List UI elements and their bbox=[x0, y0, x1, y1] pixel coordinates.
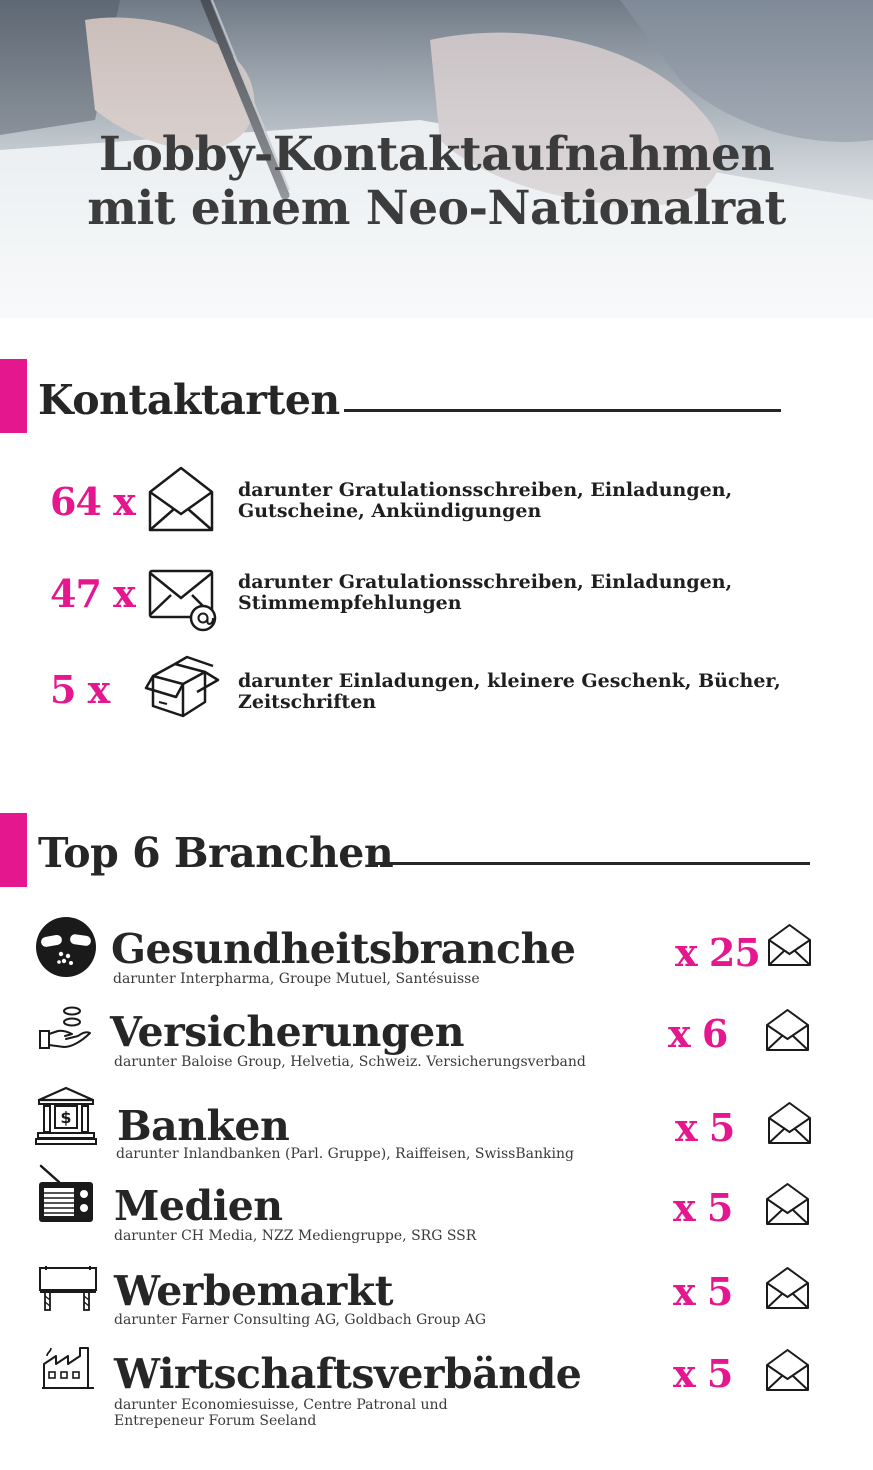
envelope-icon bbox=[766, 1267, 809, 1309]
branch-name: Medien bbox=[114, 1182, 283, 1230]
section-title-branches: Top 6 Branchen bbox=[38, 829, 394, 877]
page-title-line1: Lobby-Kontaktaufnahmen bbox=[98, 127, 775, 182]
envelope-icon bbox=[766, 1009, 809, 1051]
contact-description: darunter Einladungen, kleinere Geschenk,… bbox=[238, 670, 781, 713]
pills-icon bbox=[36, 917, 96, 977]
radio-icon bbox=[39, 1164, 93, 1222]
page-title: Lobby-Kontaktaufnahmen mit einem Neo-Nat… bbox=[0, 128, 873, 236]
email-icon bbox=[148, 569, 217, 632]
hand-coins-icon bbox=[39, 1006, 91, 1049]
package-icon bbox=[144, 655, 220, 718]
section-accent-bar bbox=[0, 359, 27, 433]
contact-count: 47 x bbox=[50, 571, 136, 616]
envelope-icon bbox=[768, 924, 811, 966]
hero-banner: Lobby-Kontaktaufnahmen mit einem Neo-Nat… bbox=[0, 0, 873, 318]
branch-name: Werbemarkt bbox=[114, 1267, 394, 1315]
page-title-line2: mit einem Neo-Nationalrat bbox=[87, 181, 786, 236]
branch-name: Banken bbox=[117, 1102, 290, 1150]
branch-detail-line1: darunter Economiesuisse, Centre Patronal… bbox=[114, 1397, 448, 1413]
branch-count: x 5 bbox=[673, 1269, 733, 1314]
branch-count: x 25 bbox=[675, 930, 761, 975]
section-title-contact-types: Kontaktarten bbox=[38, 376, 340, 424]
contact-count: 64 x bbox=[50, 479, 136, 524]
svg-text:$: $ bbox=[60, 1108, 71, 1127]
branch-count: x 6 bbox=[668, 1011, 728, 1056]
factory-icon bbox=[42, 1347, 94, 1389]
branch-count: x 5 bbox=[673, 1351, 733, 1396]
branch-detail-line2: Entrepeneur Forum Seeland bbox=[114, 1413, 317, 1429]
section-rule bbox=[373, 862, 810, 865]
branch-detail: darunter Inlandbanken (Parl. Gruppe), Ra… bbox=[116, 1146, 574, 1162]
contact-count: 5 x bbox=[50, 667, 110, 712]
envelope-icon bbox=[766, 1349, 809, 1391]
contact-description: darunter Gratulationsschreiben, Einladun… bbox=[238, 571, 733, 614]
branch-count: x 5 bbox=[673, 1185, 733, 1230]
branch-detail: darunter Farner Consulting AG, Goldbach … bbox=[114, 1312, 487, 1328]
branch-detail: darunter CH Media, NZZ Mediengruppe, SRG… bbox=[114, 1228, 477, 1244]
branch-name: Versicherungen bbox=[110, 1008, 465, 1056]
hero-photo bbox=[0, 0, 873, 318]
envelope-icon bbox=[148, 466, 214, 532]
envelope-icon bbox=[768, 1102, 811, 1144]
section-rule bbox=[344, 409, 781, 412]
branch-count: x 5 bbox=[675, 1105, 735, 1150]
branch-detail: darunter Interpharma, Groupe Mutuel, San… bbox=[113, 971, 480, 987]
bank-icon: $ bbox=[35, 1086, 97, 1145]
billboard-icon bbox=[39, 1266, 97, 1311]
branch-detail: darunter Baloise Group, Helvetia, Schwei… bbox=[114, 1054, 586, 1070]
section-accent-bar bbox=[0, 813, 27, 887]
contact-description: darunter Gratulationsschreiben, Einladun… bbox=[238, 479, 733, 522]
branch-name: Gesundheitsbranche bbox=[111, 925, 576, 973]
envelope-icon bbox=[766, 1183, 809, 1225]
branch-name: Wirtschaftsverbände bbox=[114, 1350, 582, 1398]
